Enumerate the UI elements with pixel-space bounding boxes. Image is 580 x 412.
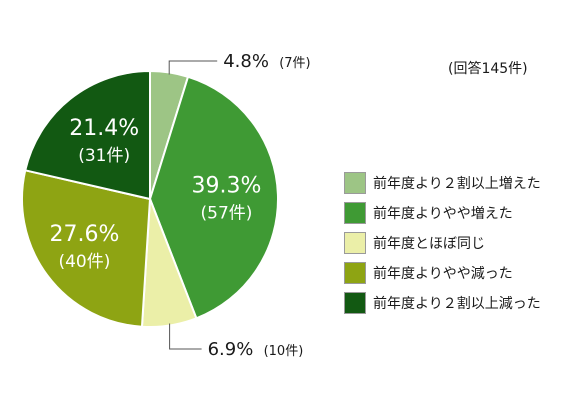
slice-percent-label-decrease-20pct: 21.4% [69,116,139,141]
slice-percent-label-slight-decrease: 27.6% [49,222,119,247]
legend-item-slight-decrease: 前年度よりやや減った [344,261,541,285]
legend-label: 前年度より２割以上減った [373,296,541,312]
callout-line-increase-20pct [168,60,218,75]
slice-percent-label-same: 6.9% [208,339,254,360]
pie-slice-decrease-20pct [24,69,151,201]
slice-percent-label-increase-20pct: 4.8% [223,51,269,72]
legend-label: 前年度よりやや減った [373,266,513,282]
legend-swatch [344,232,366,254]
legend-item-slight-increase: 前年度よりやや増えた [344,201,541,225]
slice-count-label-decrease-20pct: (31件) [78,146,130,166]
legend-swatch [344,292,366,314]
legend-item-same: 前年度とほぼ同じ [344,231,541,255]
legend-item-decrease-20pct: 前年度より２割以上減った [344,291,541,315]
response-count-note: (回答145件) [448,61,528,77]
legend-label: 前年度よりやや増えた [373,206,513,222]
slice-count-label-slight-decrease: (40件) [58,252,110,272]
legend-swatch [344,172,366,194]
slice-count-label-increase-20pct: (7件) [279,56,310,71]
legend-item-increase-20pct: 前年度より２割以上増えた [344,171,541,195]
legend-label: 前年度とほぼ同じ [373,236,485,252]
legend-swatch [344,262,366,284]
callout-line-same [169,323,202,350]
slice-count-label-slight-increase: (57件) [201,204,253,224]
legend-label: 前年度より２割以上増えた [373,176,541,192]
slice-percent-label-slight-increase: 39.3% [192,174,262,199]
slice-count-label-same: (10件) [264,344,304,359]
pie-slice-slight-increase [148,75,279,320]
legend-swatch [344,202,366,224]
legend: 前年度より２割以上増えた 前年度よりやや増えた 前年度とほぼ同じ 前年度よりやや… [344,171,541,321]
pie-slice-slight-decrease [21,169,152,328]
